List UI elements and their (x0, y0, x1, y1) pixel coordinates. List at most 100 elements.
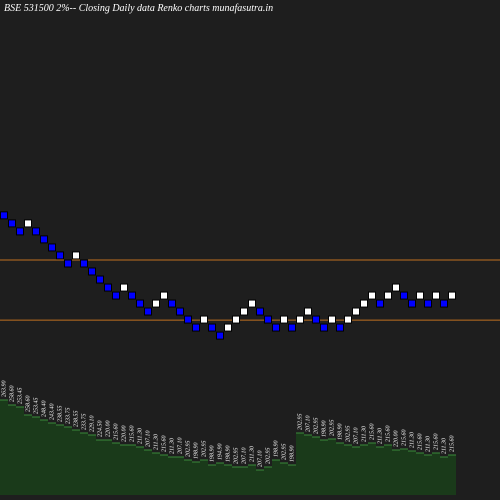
brick-label: 263.90 (1, 381, 7, 398)
volume-bar (88, 435, 96, 495)
brick-label: 220.00 (121, 426, 127, 443)
renko-brick (176, 307, 184, 316)
renko-brick (8, 219, 16, 228)
volume-bar (296, 433, 304, 495)
brick-label: 202.95 (329, 420, 335, 437)
renko-brick (232, 315, 240, 324)
volume-bar (376, 447, 384, 495)
renko-brick (216, 331, 224, 340)
volume-bar (32, 417, 40, 495)
renko-brick (432, 291, 440, 300)
renko-brick (400, 291, 408, 300)
renko-brick (144, 307, 152, 316)
brick-label: 202.95 (233, 448, 239, 465)
renko-brick (280, 315, 288, 324)
brick-label: 207.10 (353, 428, 359, 445)
brick-label: 238.55 (57, 406, 63, 423)
volume-bar (200, 460, 208, 495)
brick-label: 198.90 (193, 443, 199, 460)
renko-brick (96, 275, 104, 284)
volume-bar (336, 443, 344, 495)
renko-brick (224, 323, 232, 332)
renko-brick (288, 323, 296, 332)
brick-label: 198.90 (337, 424, 343, 441)
volume-bar (176, 457, 184, 495)
renko-brick (80, 259, 88, 268)
volume-bar (240, 467, 248, 495)
volume-bar (392, 450, 400, 495)
volume-bar (112, 443, 120, 495)
volume-bar (400, 449, 408, 495)
brick-label: 243.40 (48, 404, 55, 421)
brick-label: 215.60 (369, 424, 375, 441)
renko-brick (184, 315, 192, 324)
volume-bar (280, 463, 288, 495)
brick-label: 211.30 (249, 446, 255, 462)
brick-label: 215.60 (385, 426, 391, 443)
volume-bar (216, 463, 224, 495)
brick-label: 238.55 (73, 411, 79, 428)
renko-brick (296, 315, 304, 324)
renko-brick (368, 291, 376, 300)
brick-label: 233.75 (81, 414, 87, 431)
renko-brick (40, 235, 48, 244)
brick-label: 215.60 (161, 436, 167, 453)
volume-bar (368, 443, 376, 495)
volume-bar (328, 439, 336, 495)
brick-label: 207.10 (305, 416, 311, 433)
volume-bar (160, 455, 168, 495)
volume-bar (440, 457, 448, 495)
volume-bar (224, 465, 232, 495)
brick-label: 211.30 (377, 428, 383, 444)
renko-brick (104, 283, 112, 292)
brick-label: 215.60 (417, 434, 423, 451)
volume-bar (344, 445, 352, 495)
volume-bar (8, 405, 16, 495)
brick-label: 202.95 (265, 448, 271, 465)
renko-brick (376, 299, 384, 308)
brick-label: 202.95 (345, 426, 351, 443)
renko-brick (208, 323, 216, 332)
renko-brick (160, 291, 168, 300)
renko-brick (248, 299, 256, 308)
renko-brick (88, 267, 96, 276)
brick-label: 253.45 (32, 398, 39, 415)
renko-brick (408, 299, 416, 308)
volume-bar (144, 450, 152, 495)
renko-brick (384, 291, 392, 300)
brick-label: 215.60 (433, 434, 439, 451)
renko-brick (304, 307, 312, 316)
brick-label: 233.75 (65, 408, 71, 425)
brick-label: 198.90 (289, 446, 295, 463)
volume-bar (80, 433, 88, 495)
brick-label: 215.60 (129, 426, 135, 443)
volume-bar (40, 420, 48, 495)
renko-brick (64, 259, 72, 268)
volume-bar (24, 415, 32, 495)
brick-label: 211.30 (153, 434, 159, 450)
volume-bar (72, 430, 80, 495)
brick-label: 198.90 (225, 446, 231, 463)
brick-label: 202.95 (185, 441, 191, 458)
renko-brick (200, 315, 208, 324)
brick-label: 215.60 (401, 430, 407, 447)
volume-bar (320, 440, 328, 495)
brick-label: 207.10 (241, 448, 247, 465)
renko-brick (360, 299, 368, 308)
brick-label: 207.10 (177, 438, 183, 455)
volume-bar (232, 467, 240, 495)
brick-label: 224.50 (96, 421, 103, 438)
volume-bar (408, 451, 416, 495)
volume-bar (304, 435, 312, 495)
volume-bar (104, 440, 112, 495)
renko-brick (24, 219, 32, 228)
renko-brick (120, 283, 128, 292)
renko-brick (32, 227, 40, 236)
brick-label: 258.60 (25, 396, 31, 413)
volume-bar (432, 453, 440, 495)
renko-brick (448, 291, 456, 300)
renko-brick (312, 315, 320, 324)
volume-bar (360, 445, 368, 495)
